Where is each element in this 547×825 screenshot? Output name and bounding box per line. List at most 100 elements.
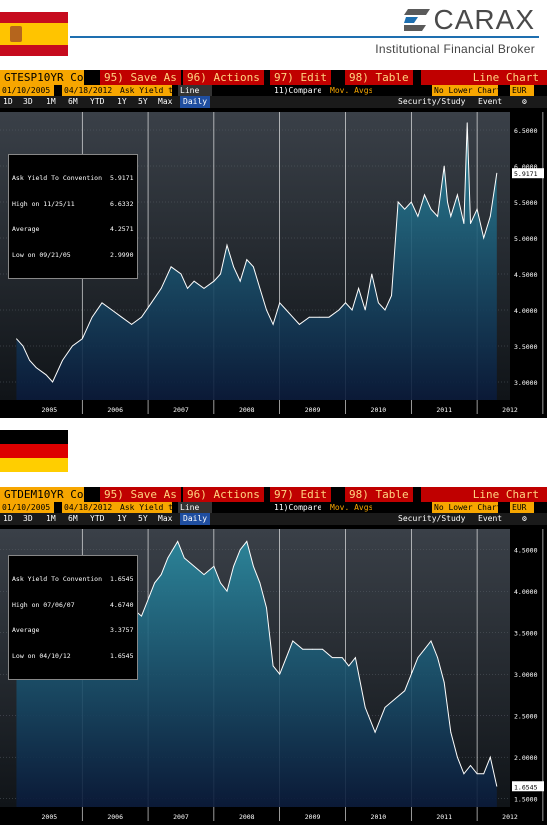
data-point	[246, 259, 248, 260]
carax-logo-icon	[403, 9, 430, 31]
field-select[interactable]: Ask Yield to	[118, 502, 172, 513]
data-point	[496, 172, 498, 174]
data-point	[489, 756, 491, 758]
data-point	[489, 216, 491, 217]
period-3d[interactable]: 3D	[23, 97, 33, 106]
lower-chart-select[interactable]: No Lower Chart	[432, 502, 498, 513]
ticker-field[interactable]: GTDEM10YR Corp	[0, 487, 84, 502]
gear-icon[interactable]: ⚙	[522, 514, 527, 523]
security-study-button[interactable]: Security/Study	[398, 514, 466, 523]
y-tick-label: 1.5000	[514, 796, 538, 804]
save-as-menu[interactable]: 95) Save As	[100, 487, 181, 502]
legend-row: Low on 09/21/05 2.9990	[12, 250, 134, 259]
table-menu[interactable]: 98) Table	[345, 70, 413, 85]
data-point	[430, 640, 432, 642]
y-tick-label: 3.0000	[514, 671, 538, 679]
data-point	[351, 309, 353, 311]
compare-button[interactable]: 11)Compare	[274, 503, 321, 512]
data-point	[377, 302, 379, 304]
data-point	[437, 657, 439, 659]
period-6m[interactable]: 6M	[68, 514, 78, 523]
data-point	[476, 773, 478, 775]
period-1y[interactable]: 1Y	[117, 97, 127, 106]
table-menu[interactable]: 98) Table	[345, 487, 413, 502]
data-point	[220, 582, 221, 584]
ticker-field[interactable]: GTESP10YR Corp	[0, 70, 84, 85]
data-point	[384, 707, 386, 708]
germany-flag-icon	[0, 430, 68, 472]
period-ytd[interactable]: YTD	[90, 514, 105, 523]
security-study-button[interactable]: Security/Study	[398, 97, 466, 106]
legend-row: Ask Yield To Convention 5.9171	[12, 174, 134, 182]
currency-select[interactable]: EUR	[510, 502, 534, 513]
period-5y[interactable]: 5Y	[138, 514, 148, 523]
period-5y[interactable]: 5Y	[138, 97, 148, 106]
style-select[interactable]: Line	[178, 502, 212, 513]
end-date-field[interactable]: 04/18/2012	[62, 502, 118, 513]
last-value-box	[512, 781, 544, 792]
compare-button[interactable]: 11)Compare	[274, 86, 321, 95]
data-point	[424, 194, 425, 196]
data-point	[345, 302, 346, 304]
gear-icon[interactable]: ⚙	[522, 97, 527, 106]
period-daily-select[interactable]: Daily	[180, 96, 211, 108]
style-select[interactable]: Line	[178, 85, 212, 96]
data-point	[364, 309, 366, 311]
data-point	[226, 244, 228, 246]
data-point	[410, 673, 412, 675]
data-point	[141, 316, 142, 318]
logo-text: CARAX	[433, 4, 535, 35]
data-point	[456, 756, 458, 758]
data-point	[131, 324, 133, 325]
data-point	[252, 266, 254, 268]
data-point	[29, 360, 31, 361]
field-select[interactable]: Ask Yield to	[118, 85, 172, 96]
data-point	[226, 590, 228, 592]
period-max[interactable]: Max	[158, 514, 173, 523]
data-point	[252, 565, 254, 567]
actions-menu[interactable]: 96) Actions	[183, 487, 264, 502]
data-point	[292, 316, 294, 318]
end-date-field[interactable]: 04/18/2012	[62, 85, 118, 96]
currency-select[interactable]: EUR	[510, 85, 534, 96]
actions-menu[interactable]: 96) Actions	[183, 70, 264, 85]
period-1m[interactable]: 1M	[46, 514, 56, 523]
data-point	[364, 707, 366, 708]
start-date-field[interactable]: 01/10/2005	[0, 502, 54, 513]
x-tick-label: 2010	[371, 813, 387, 821]
period-3d[interactable]: 3D	[23, 514, 33, 523]
data-point	[16, 338, 17, 340]
period-max[interactable]: Max	[158, 97, 173, 106]
lower-chart-select[interactable]: No Lower Chart	[432, 85, 498, 96]
period-6m[interactable]: 6M	[68, 97, 78, 106]
edit-menu[interactable]: 97) Edit	[270, 487, 331, 502]
y-tick-label: 3.5000	[514, 343, 538, 351]
data-point	[62, 360, 63, 361]
period-1d[interactable]: 1D	[3, 514, 13, 523]
tagline: Institutional Financial Broker	[375, 42, 535, 56]
period-1m[interactable]: 1M	[46, 97, 56, 106]
data-point	[81, 338, 83, 340]
period-1d[interactable]: 1D	[3, 97, 13, 106]
event-button[interactable]: Event	[478, 97, 503, 106]
data-point	[213, 280, 215, 282]
x-tick-label: 2011	[436, 813, 452, 821]
data-point	[466, 122, 468, 124]
save-as-menu[interactable]: 95) Save As	[100, 70, 181, 85]
period-daily-select[interactable]: Daily	[180, 513, 211, 525]
data-point	[417, 657, 419, 659]
data-point	[177, 541, 179, 542]
data-point	[404, 690, 406, 692]
y-tick-label: 3.0000	[514, 379, 538, 387]
period-1y[interactable]: 1Y	[117, 514, 127, 523]
data-point	[111, 309, 113, 311]
period-ytd[interactable]: YTD	[90, 97, 105, 106]
x-tick-label: 2005	[42, 406, 58, 414]
data-point	[272, 324, 274, 325]
start-date-field[interactable]: 01/10/2005	[0, 85, 54, 96]
event-button[interactable]: Event	[478, 514, 503, 523]
data-point	[348, 665, 350, 667]
edit-menu[interactable]: 97) Edit	[270, 70, 331, 85]
data-point	[160, 574, 162, 576]
y-tick-label: 2.5000	[514, 713, 538, 721]
